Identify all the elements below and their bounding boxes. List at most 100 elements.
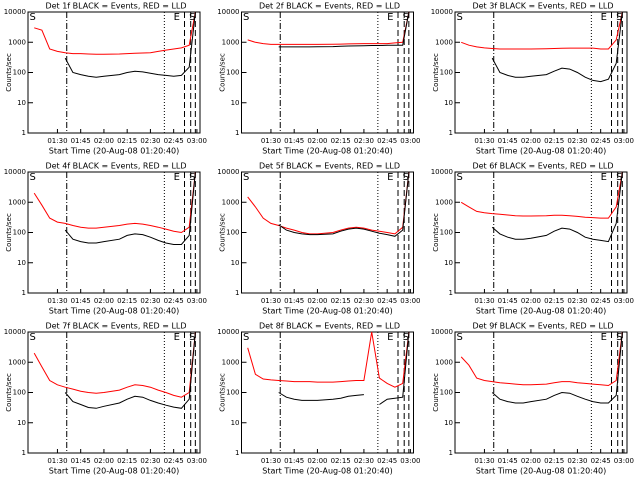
y-tick-label: 1000 (222, 198, 240, 206)
x-tick-label: 01:30 (261, 137, 281, 145)
y-tick-label: 1 (22, 289, 26, 297)
x-tick-label: 02:15 (331, 457, 351, 465)
annotation: E (387, 332, 393, 343)
x-tick-label: 02:30 (354, 457, 374, 465)
panel: Det 6f BLACK = Events, RED = LLD Start Ti… (431, 162, 634, 316)
x-tick-label: 01:30 (474, 297, 494, 305)
y-axis-label: Counts/sec (432, 373, 440, 412)
x-tick-label: 01:45 (71, 137, 91, 145)
x-tick-label: 01:30 (47, 137, 67, 145)
series-line (247, 331, 410, 388)
plot-frame (241, 331, 414, 454)
y-tick-label: 10000 (217, 328, 239, 336)
y-tick-label: 1000 (435, 38, 453, 46)
series-line (64, 331, 196, 409)
chart-title: Det 5f BLACK = Events, RED = LLD (259, 162, 400, 171)
x-tick-label: 02:30 (567, 137, 587, 145)
chart-title: Det 8f BLACK = Events, RED = LLD (259, 322, 400, 331)
annotation: S (616, 172, 622, 183)
y-tick-label: 1000 (222, 358, 240, 366)
x-tick-label: 01:45 (284, 137, 304, 145)
y-tick-label: 10 (444, 259, 453, 267)
x-tick-label: 02:00 (307, 137, 327, 145)
annotation: S (29, 172, 35, 183)
series-line (34, 11, 196, 55)
y-tick-label: 1 (22, 449, 26, 457)
x-tick-label: 03:00 (400, 457, 420, 465)
x-tick-label: 02:45 (591, 137, 611, 145)
y-tick-label: 1 (449, 449, 453, 457)
annotation: S (616, 12, 622, 23)
series-line (247, 171, 410, 235)
x-axis-label: Start Time (20-Aug-08 01:20:40) (262, 467, 393, 476)
x-tick-label: 01:45 (498, 137, 518, 145)
series-line (461, 11, 623, 50)
annotation: S (403, 332, 409, 343)
x-tick-label: 02:45 (377, 457, 397, 465)
annotation: S (189, 172, 195, 183)
x-tick-label: 02:15 (117, 137, 137, 145)
y-tick-label: 10000 (431, 8, 453, 16)
y-axis-label: Counts/sec (5, 373, 13, 412)
series-line (491, 11, 623, 83)
series-line (33, 171, 196, 234)
y-tick-label: 10 (231, 419, 240, 427)
x-tick-label: 03:00 (187, 457, 207, 465)
series-line (33, 331, 196, 398)
x-tick-label: 02:45 (164, 137, 184, 145)
x-tick-label: 02:00 (94, 137, 114, 145)
x-tick-label: 03:00 (187, 137, 207, 145)
plot-frame (454, 171, 628, 294)
x-tick-label: 02:00 (521, 297, 541, 305)
y-axis-label: Counts/sec (219, 53, 227, 92)
x-tick-label: 01:45 (498, 297, 518, 305)
y-tick-label: 1 (235, 449, 239, 457)
x-tick-label: 02:15 (117, 297, 137, 305)
annotation: S (243, 12, 249, 23)
y-tick-label: 1000 (435, 358, 453, 366)
x-tick-label: 01:45 (284, 297, 304, 305)
x-tick-label: 01:30 (474, 457, 494, 465)
annotation: S (243, 332, 249, 343)
series-line (491, 171, 623, 243)
y-tick-label: 10 (231, 99, 240, 107)
x-tick-label: 02:30 (567, 457, 587, 465)
panel: Det 9f BLACK = Events, RED = LLD Start Ti… (431, 322, 634, 476)
chart-title: Det 6f BLACK = Events, RED = LLD (472, 162, 613, 171)
chart-title: Det 2f BLACK = Events, RED = LLD (259, 2, 400, 11)
annotation: E (601, 12, 607, 23)
y-tick-label: 1 (449, 129, 453, 137)
x-tick-label: 02:00 (307, 297, 327, 305)
annotation: S (189, 12, 195, 23)
y-axis-label: Counts/sec (432, 53, 440, 92)
y-tick-label: 10000 (4, 328, 26, 336)
annotation: S (456, 12, 462, 23)
y-axis-label: Counts/sec (5, 53, 13, 92)
panel: Det 3f BLACK = Events, RED = LLD Start Ti… (431, 2, 634, 156)
plot-frame (27, 171, 201, 294)
annotation: S (403, 12, 409, 23)
x-tick-label: 01:30 (47, 457, 67, 465)
x-tick-label: 01:30 (261, 457, 281, 465)
y-tick-label: 1000 (8, 358, 26, 366)
x-tick-label: 02:45 (377, 137, 397, 145)
x-tick-label: 01:30 (261, 297, 281, 305)
series-line (64, 11, 196, 78)
panel: Det 7f BLACK = Events, RED = LLD Start Ti… (4, 322, 207, 476)
x-tick-label: 02:45 (164, 297, 184, 305)
x-tick-label: 01:45 (71, 297, 91, 305)
x-axis-label: Start Time (20-Aug-08 01:20:40) (476, 467, 607, 476)
plot-frame (27, 11, 201, 134)
y-tick-label: 100 (226, 69, 239, 77)
annotation: E (601, 172, 607, 183)
x-axis-label: Start Time (20-Aug-08 01:20:40) (476, 147, 607, 156)
y-axis-label: Counts/sec (432, 213, 440, 252)
y-tick-label: 10 (444, 419, 453, 427)
x-axis-label: Start Time (20-Aug-08 01:20:40) (476, 307, 607, 316)
series-line (491, 331, 623, 404)
y-tick-label: 100 (13, 229, 26, 237)
x-tick-label: 03:00 (400, 297, 420, 305)
y-tick-label: 10000 (4, 8, 26, 16)
y-tick-label: 10 (17, 259, 26, 267)
